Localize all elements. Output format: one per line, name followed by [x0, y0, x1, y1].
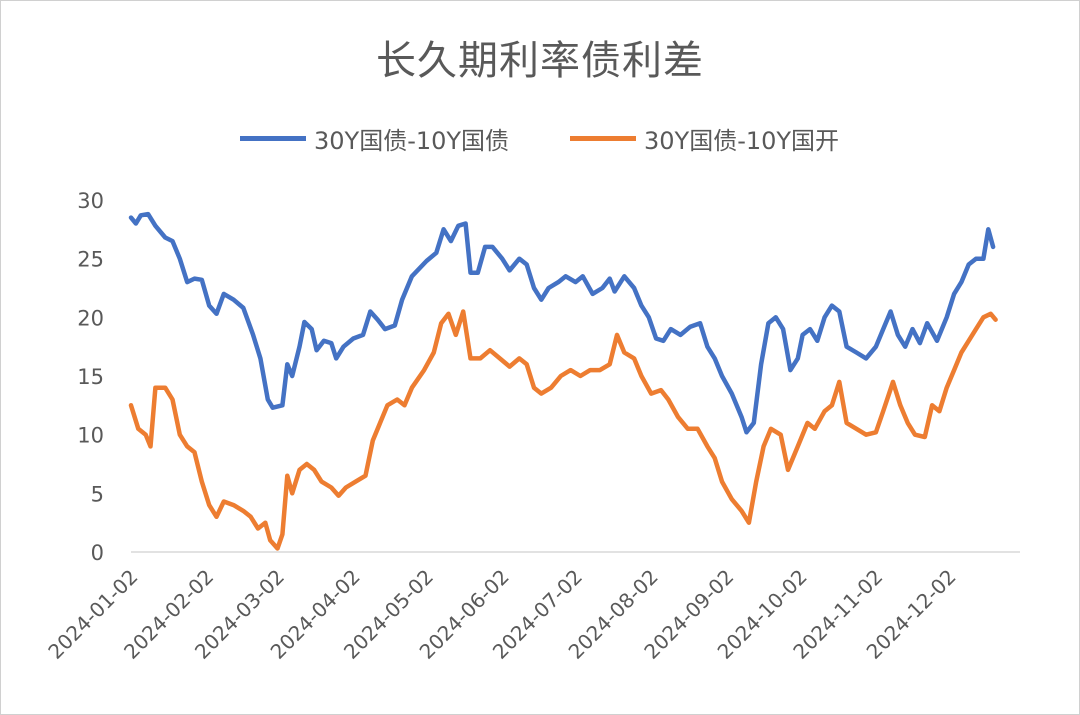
legend-label-series-1: 30Y国债-10Y国债 [314, 126, 510, 155]
legend-swatch-series-2 [570, 135, 636, 141]
series-line-2 [128, 309, 998, 551]
chart-legend: 30Y国债-10Y国债 30Y国债-10Y国开 [0, 122, 1080, 155]
legend-item-series-2: 30Y国债-10Y国开 [570, 122, 840, 155]
x-axis: 2024-01-022024-02-022024-03-022024-04-02… [43, 551, 1020, 664]
chart-title: 长久期利率债利差 [376, 38, 704, 84]
y-tick-label: 30 [77, 189, 104, 213]
y-tick-label: 0 [91, 541, 104, 565]
legend-item-series-1: 30Y国债-10Y国债 [240, 122, 510, 155]
y-tick-label: 10 [77, 424, 104, 448]
legend-swatch-series-1 [240, 135, 306, 141]
series-line-1 [128, 211, 996, 435]
y-tick-label: 15 [77, 365, 104, 389]
y-tick-label: 25 [77, 248, 104, 272]
y-tick-label: 5 [91, 482, 104, 506]
series-lines [128, 211, 998, 551]
legend-label-series-2: 30Y国债-10Y国开 [644, 126, 840, 155]
y-axis: 0 5 10 15 20 25 30 [77, 189, 104, 565]
y-tick-label: 20 [77, 306, 104, 330]
